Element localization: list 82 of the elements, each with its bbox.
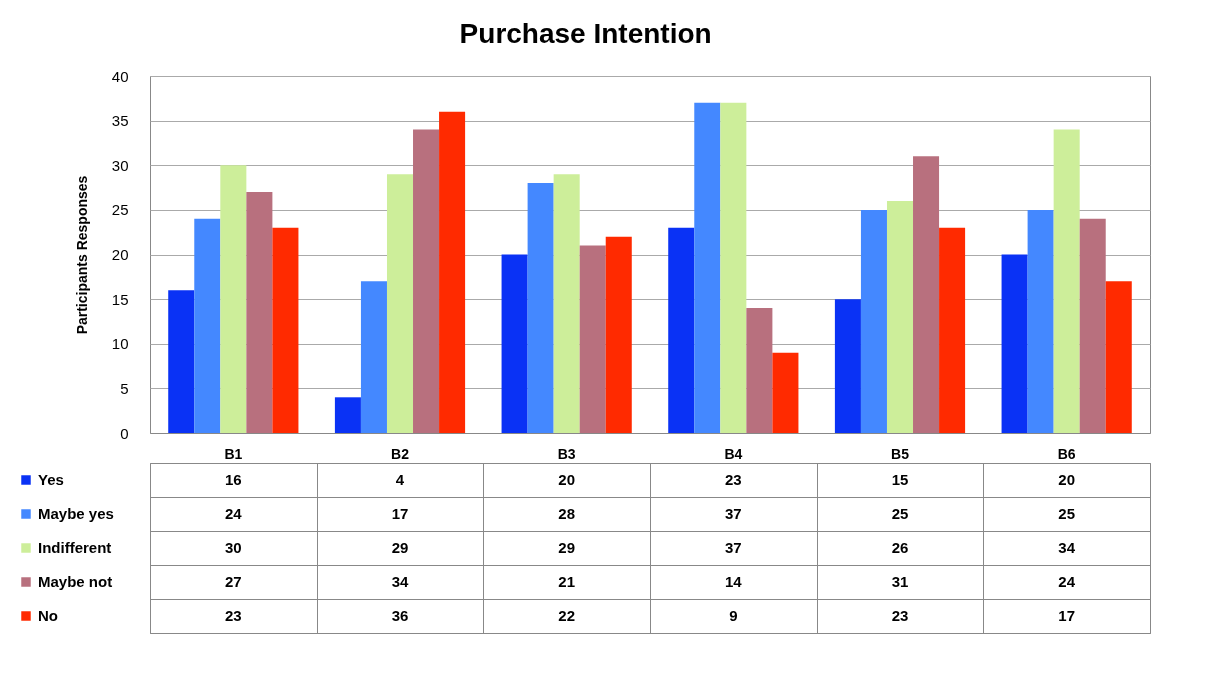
bar <box>746 308 773 433</box>
data-label: 34 <box>391 573 409 590</box>
data-label: 20 <box>558 471 576 488</box>
y-tick-label: 35 <box>111 112 129 130</box>
data-label: 37 <box>724 505 742 522</box>
data-label: 9 <box>729 607 738 624</box>
data-label: 31 <box>891 573 909 590</box>
bar <box>272 227 299 433</box>
bar <box>360 281 387 433</box>
y-tick-label: 0 <box>120 424 129 442</box>
bar <box>579 245 606 433</box>
bar <box>168 290 195 433</box>
data-label: 23 <box>891 607 909 624</box>
bar <box>439 111 466 433</box>
legend-label: Maybe not <box>38 573 113 590</box>
legend-label: Indifferent <box>38 539 112 556</box>
bar <box>194 218 221 433</box>
bar <box>1053 129 1080 433</box>
y-tick-label: 10 <box>111 335 129 353</box>
bar <box>501 254 528 433</box>
y-tick-label: 15 <box>111 290 129 308</box>
bar <box>220 165 247 433</box>
legend-label: Yes <box>38 471 64 488</box>
bar <box>772 352 799 433</box>
x-tick-label: B6 <box>1057 445 1076 462</box>
bar <box>1001 254 1028 433</box>
bar <box>913 156 940 433</box>
data-label: 23 <box>724 471 742 488</box>
bar <box>386 174 414 433</box>
x-tick-label: B2 <box>391 445 410 462</box>
data-label: 17 <box>1058 607 1076 624</box>
data-label: 26 <box>891 539 909 556</box>
data-label: 21 <box>558 573 576 590</box>
bar <box>720 102 747 433</box>
legend-label: No <box>38 607 58 624</box>
bar <box>694 102 721 433</box>
bar <box>246 192 273 433</box>
bar <box>834 299 861 433</box>
data-label: 30 <box>224 539 242 556</box>
data-label: 24 <box>224 505 243 522</box>
bar <box>413 129 440 433</box>
bar <box>553 174 580 433</box>
data-label: 37 <box>724 539 742 556</box>
data-label: 34 <box>1058 539 1076 556</box>
x-tick-label: B1 <box>224 445 243 462</box>
y-tick-label: 25 <box>111 201 129 219</box>
bar <box>886 200 914 433</box>
data-label: 25 <box>891 505 909 522</box>
chart-title: Purchase Intention <box>459 17 712 49</box>
y-tick-label: 5 <box>120 379 129 397</box>
data-label: 24 <box>1058 573 1076 590</box>
data-label: 23 <box>224 607 242 624</box>
bar <box>527 183 554 433</box>
bar <box>1105 281 1132 433</box>
data-label: 17 <box>391 505 409 522</box>
data-label: 16 <box>224 471 242 488</box>
data-label: 25 <box>1058 505 1076 522</box>
bar <box>860 209 887 433</box>
data-label: 27 <box>224 573 242 590</box>
x-tick-label: B4 <box>724 445 743 462</box>
bar <box>605 236 632 433</box>
data-label: 14 <box>724 573 743 590</box>
bar <box>939 227 966 433</box>
data-label: 36 <box>391 607 409 624</box>
y-tick-label: 40 <box>111 67 129 85</box>
legend-label: Maybe yes <box>38 505 114 522</box>
bar <box>1079 218 1106 433</box>
y-axis-title: Participants Responses <box>73 175 90 335</box>
data-label: 20 <box>1058 471 1076 488</box>
data-label: 29 <box>558 539 576 556</box>
data-label: 28 <box>558 505 576 522</box>
data-label: 4 <box>395 471 405 488</box>
y-tick-label: 30 <box>111 156 129 174</box>
bar <box>1027 209 1054 433</box>
data-label: 29 <box>391 539 409 556</box>
bar <box>334 397 361 433</box>
data-label: 15 <box>891 471 909 488</box>
y-tick-label: 20 <box>111 246 129 263</box>
x-tick-label: B5 <box>891 445 910 462</box>
x-tick-label: B3 <box>557 445 576 462</box>
data-label: 22 <box>558 607 576 624</box>
bar <box>668 227 695 433</box>
